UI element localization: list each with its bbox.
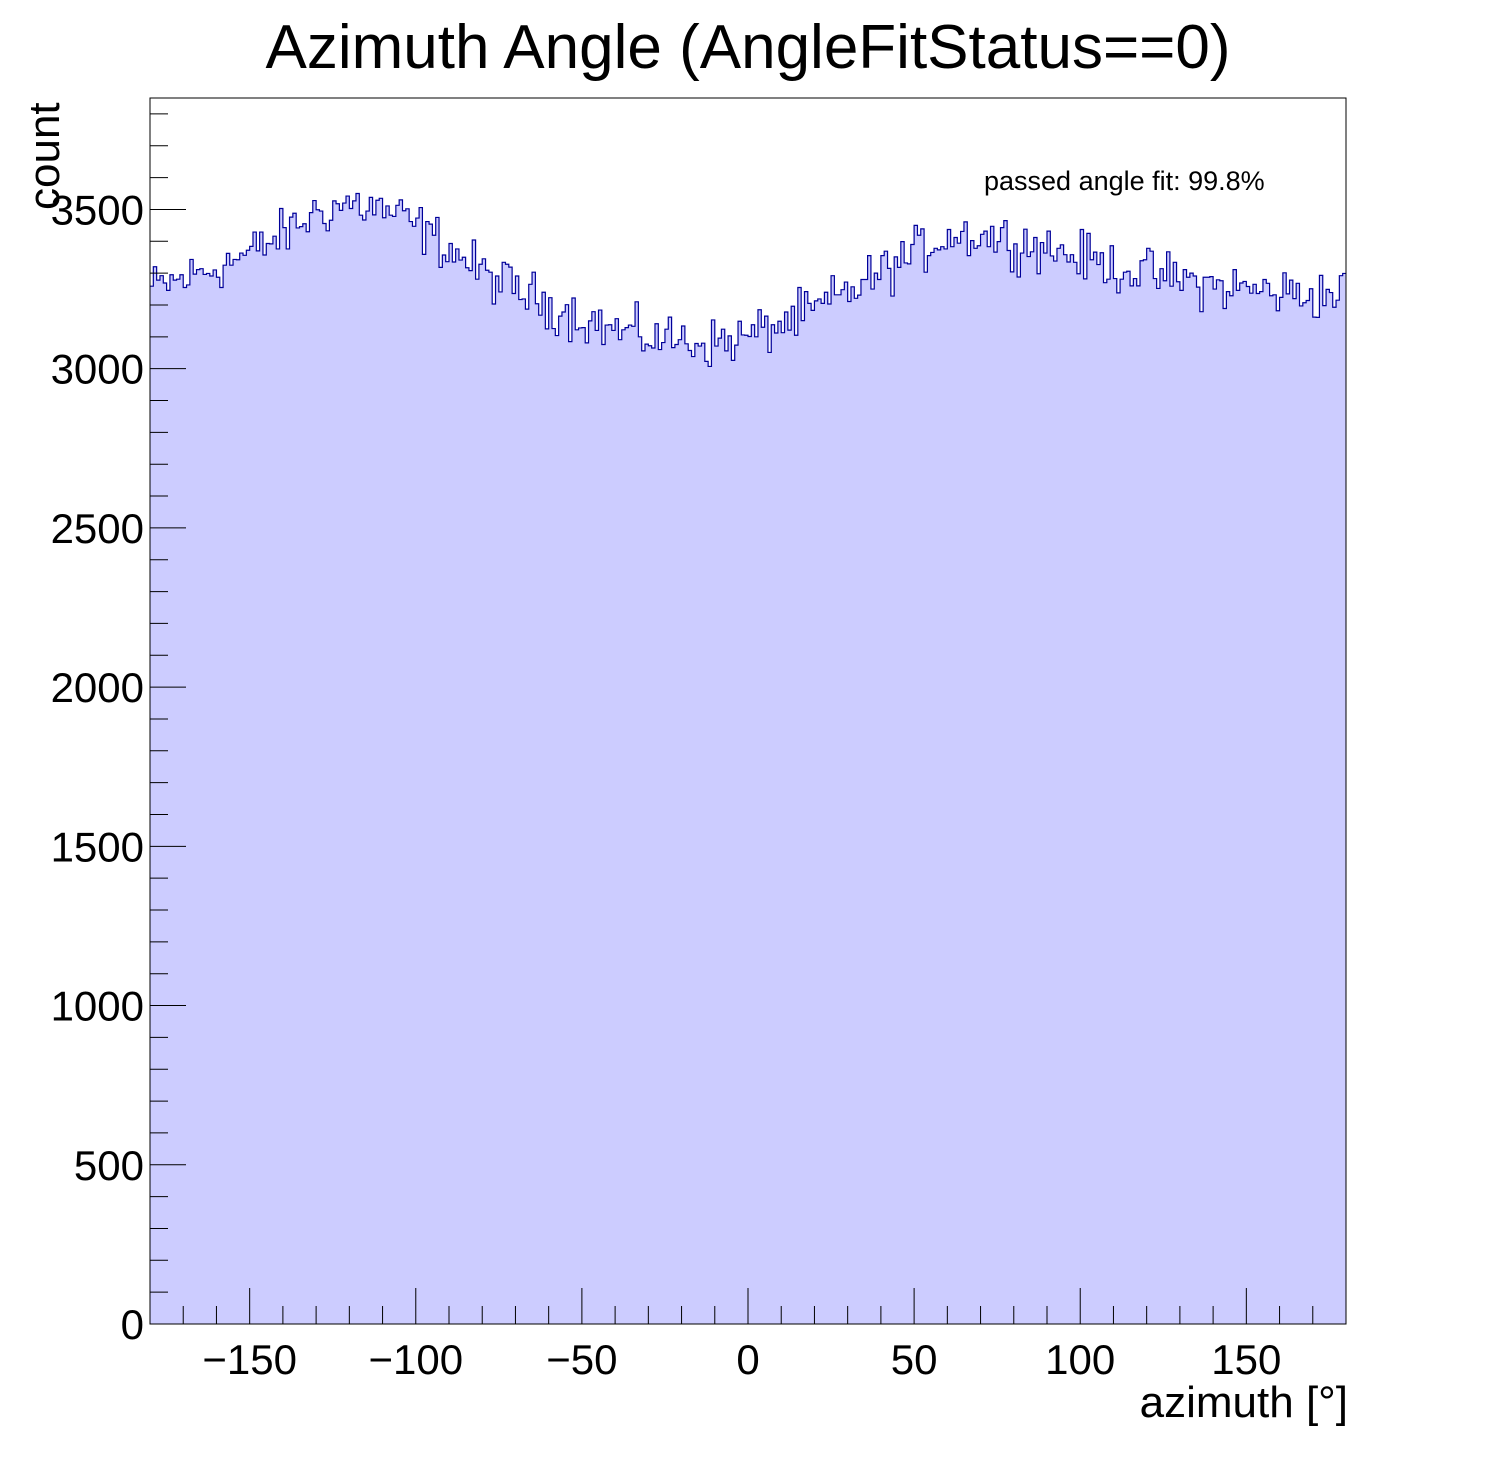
y-tick-label: 2500 [51, 505, 144, 552]
x-tick-label: −50 [546, 1336, 617, 1383]
chart-title: Azimuth Angle (AngleFitStatus==0) [265, 13, 1231, 82]
y-tick-label: 500 [74, 1142, 144, 1189]
histogram-outline [150, 192, 1346, 368]
histogram-bars [150, 192, 1346, 1324]
y-axis-label: count [20, 102, 69, 210]
y-tick-label: 1500 [51, 823, 144, 870]
x-tick-label: −100 [368, 1336, 463, 1383]
axes: 0 500 1000 1500 2000 2500 3000 3500 −150 −100 −50 0… [51, 97, 1347, 1383]
x-tick-label: −150 [202, 1336, 297, 1383]
x-tick-label: 0 [736, 1336, 759, 1383]
x-tick-label: 150 [1211, 1336, 1281, 1383]
passed-fit-annotation: passed angle fit: 99.8% [984, 166, 1265, 196]
x-axis-label: azimuth [°] [1139, 1378, 1348, 1427]
y-tick-label: 0 [121, 1301, 144, 1348]
y-tick-label: 1000 [51, 983, 144, 1030]
y-tick-label: 3000 [51, 346, 144, 393]
histogram-fill [150, 193, 1346, 1324]
x-tick-label: 50 [891, 1336, 938, 1383]
y-tick-label: 2000 [51, 664, 144, 711]
x-tick-label: 100 [1045, 1336, 1115, 1383]
y-tick-label: 3500 [51, 186, 144, 233]
